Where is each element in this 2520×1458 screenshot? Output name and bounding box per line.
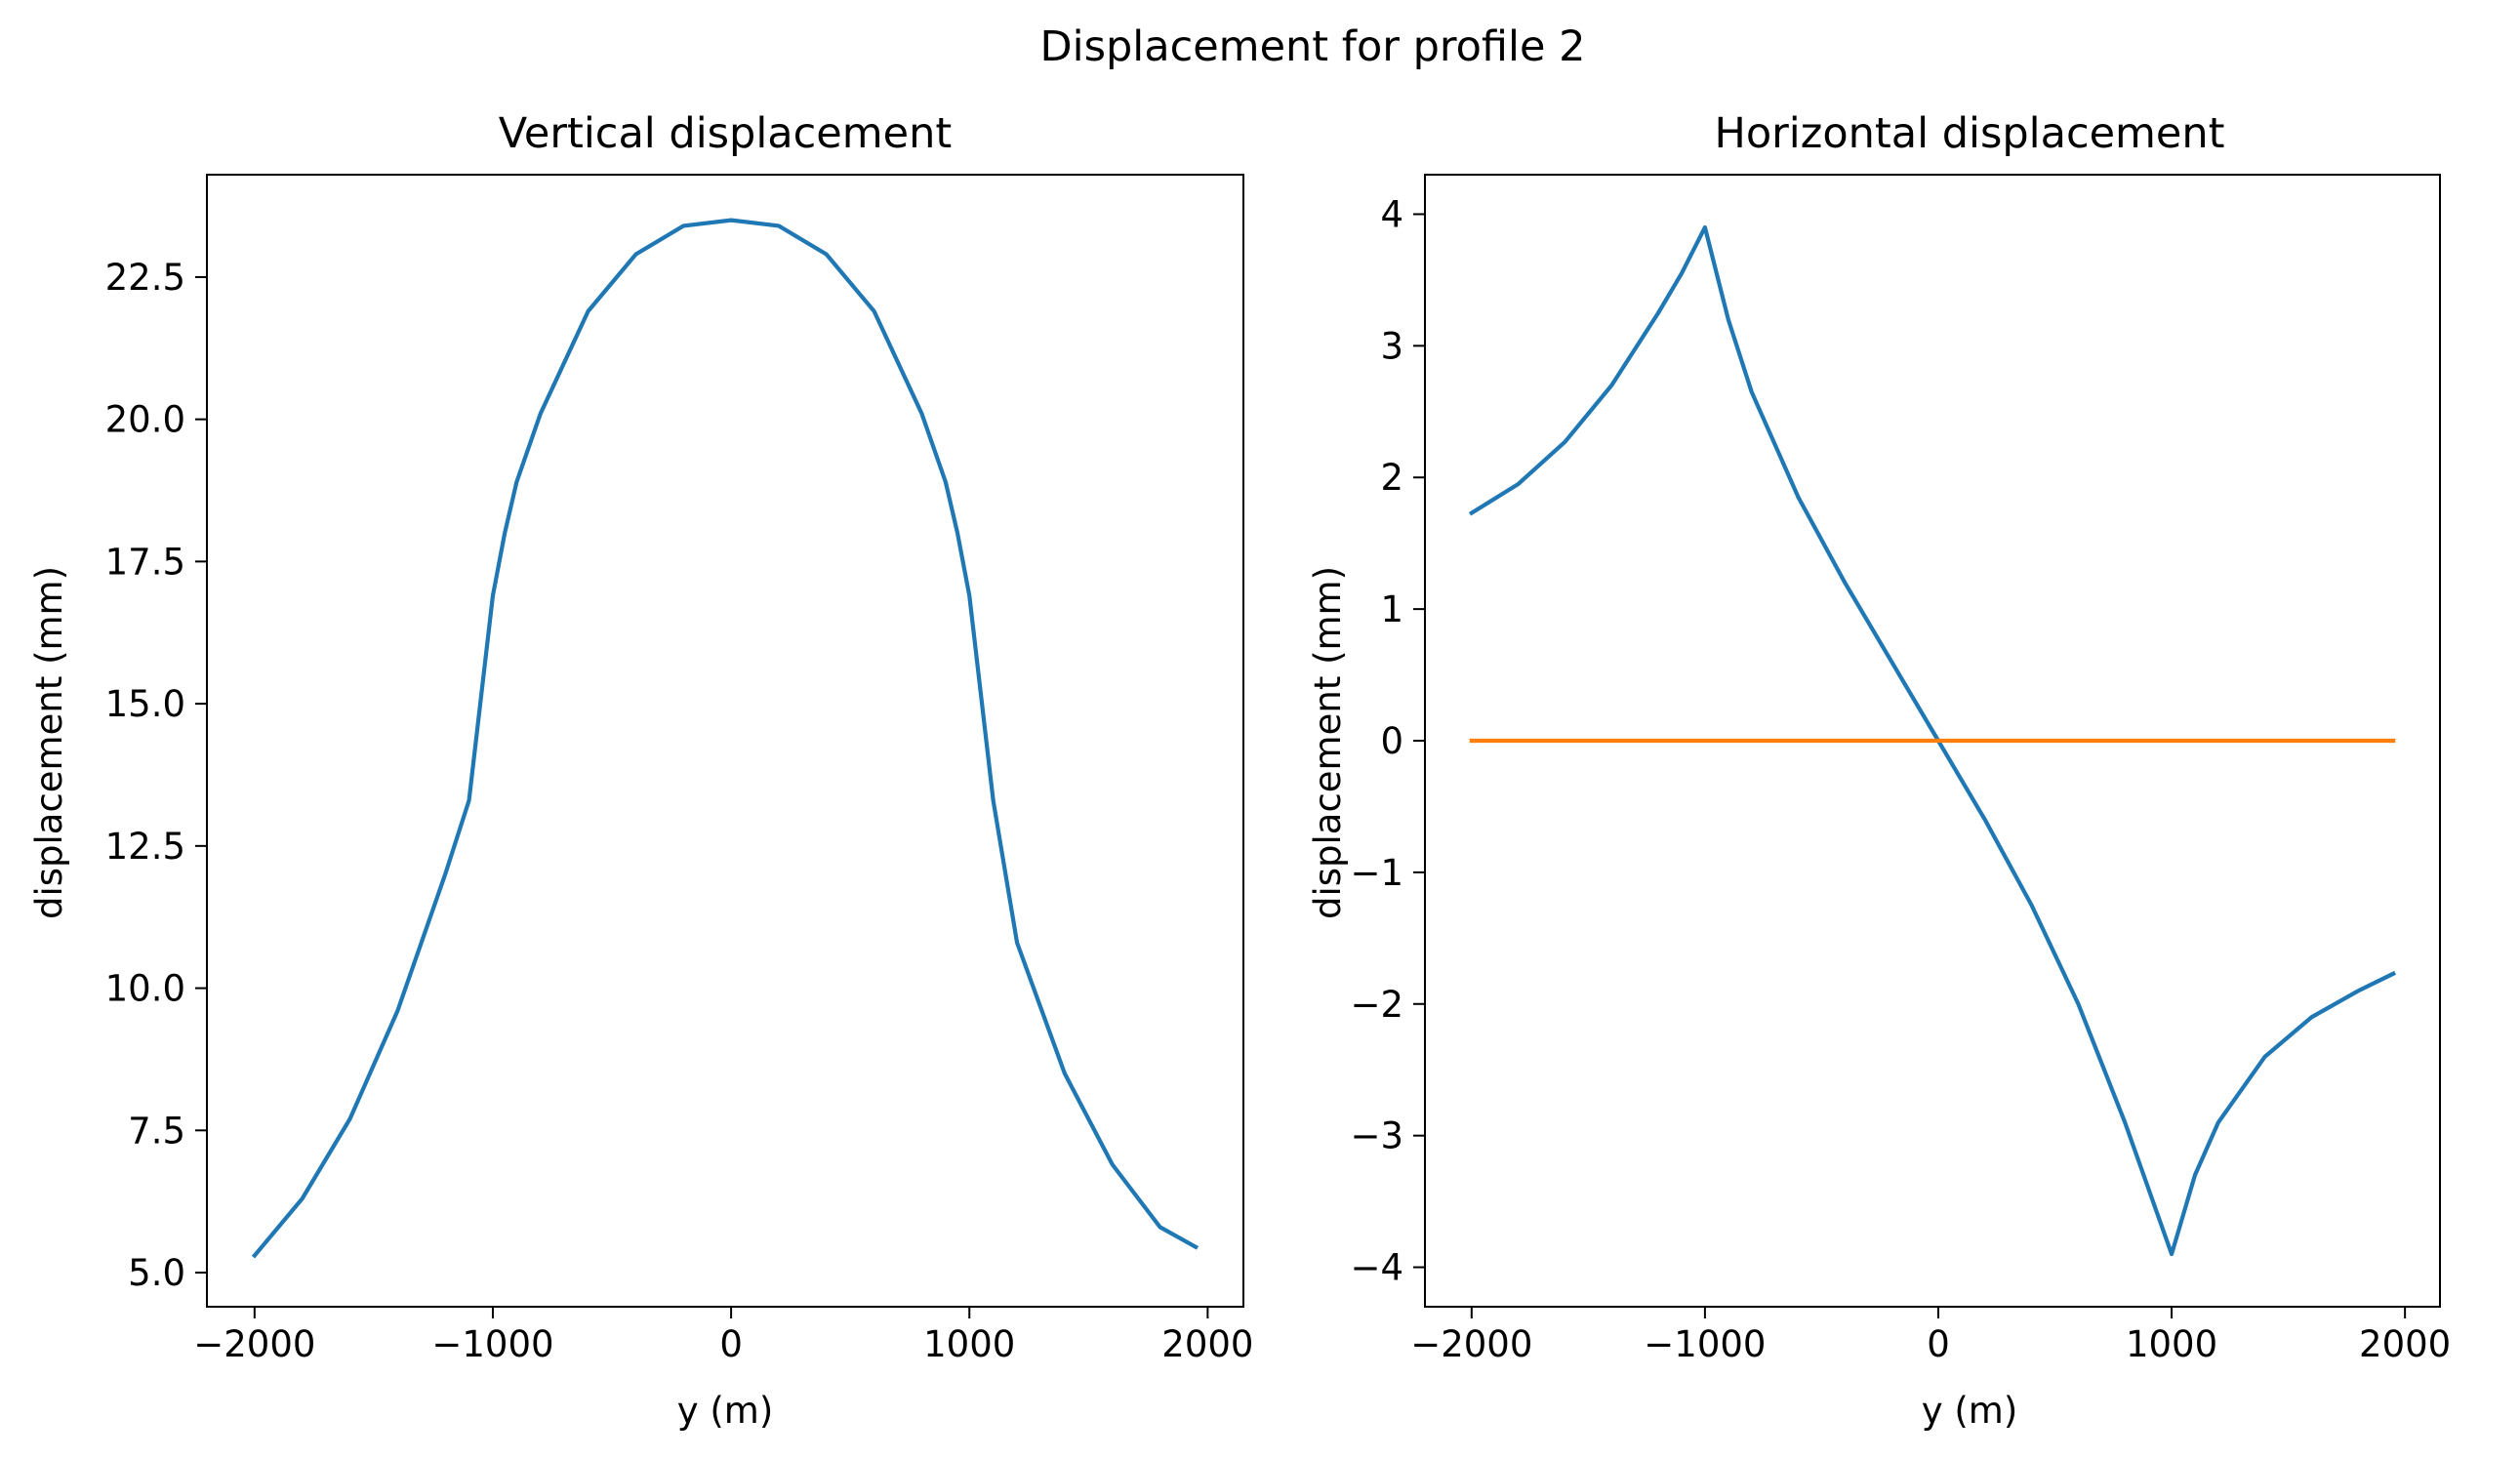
axes-frame (206, 174, 1244, 1308)
y-tick-label: 20.0 (105, 399, 185, 441)
x-axis-label: y (m) (1922, 1390, 2018, 1432)
y-tick-label: 2 (1380, 457, 1403, 499)
x-tick-label: 1000 (923, 1323, 1015, 1365)
y-tick-label: 7.5 (128, 1110, 185, 1152)
x-tick-label: 0 (1927, 1323, 1950, 1365)
y-tick-label: −1 (1350, 852, 1403, 894)
x-axis-label: y (m) (677, 1390, 774, 1432)
y-tick-label: 17.5 (105, 541, 185, 583)
y-tick-label: 0 (1380, 720, 1403, 762)
x-tick-label: −2000 (193, 1323, 315, 1365)
figure-suptitle: Displacement for profile 2 (1040, 22, 1586, 71)
y-tick-label: 3 (1380, 325, 1403, 367)
y-tick-label: 15.0 (105, 683, 185, 725)
x-tick-label: 1000 (2126, 1323, 2217, 1365)
horizontal-displacement-panel: Horizontal displacement y (m) displaceme… (1307, 109, 2451, 1432)
y-axis-label: displacement (mm) (1307, 566, 1349, 919)
y-tick-label: −2 (1350, 984, 1403, 1026)
x-tick-label: −1000 (1644, 1323, 1766, 1365)
y-tick-label: 5.0 (128, 1252, 185, 1294)
y-axis-label: displacement (mm) (28, 566, 70, 919)
y-tick-label: 22.5 (105, 257, 185, 299)
vertical-displacement-panel: Vertical displacement y (m) displacement… (28, 109, 1253, 1432)
y-tick-label: −4 (1350, 1247, 1403, 1289)
y-tick-label: 10.0 (105, 968, 185, 1010)
y-tick-label: −3 (1350, 1115, 1403, 1157)
x-tick-label: 2000 (2359, 1323, 2451, 1365)
y-tick-label: 1 (1380, 588, 1403, 630)
panel-title: Horizontal displacement (1714, 109, 2224, 158)
x-tick-label: 2000 (1161, 1323, 1253, 1365)
series-line-1 (251, 218, 1199, 1259)
x-tick-label: −1000 (431, 1323, 553, 1365)
y-tick-label: 4 (1380, 193, 1403, 235)
x-tick-label: 0 (719, 1323, 743, 1365)
x-tick-label: −2000 (1410, 1323, 1532, 1365)
panel-title: Vertical displacement (499, 109, 952, 158)
y-tick-label: 12.5 (105, 826, 185, 868)
